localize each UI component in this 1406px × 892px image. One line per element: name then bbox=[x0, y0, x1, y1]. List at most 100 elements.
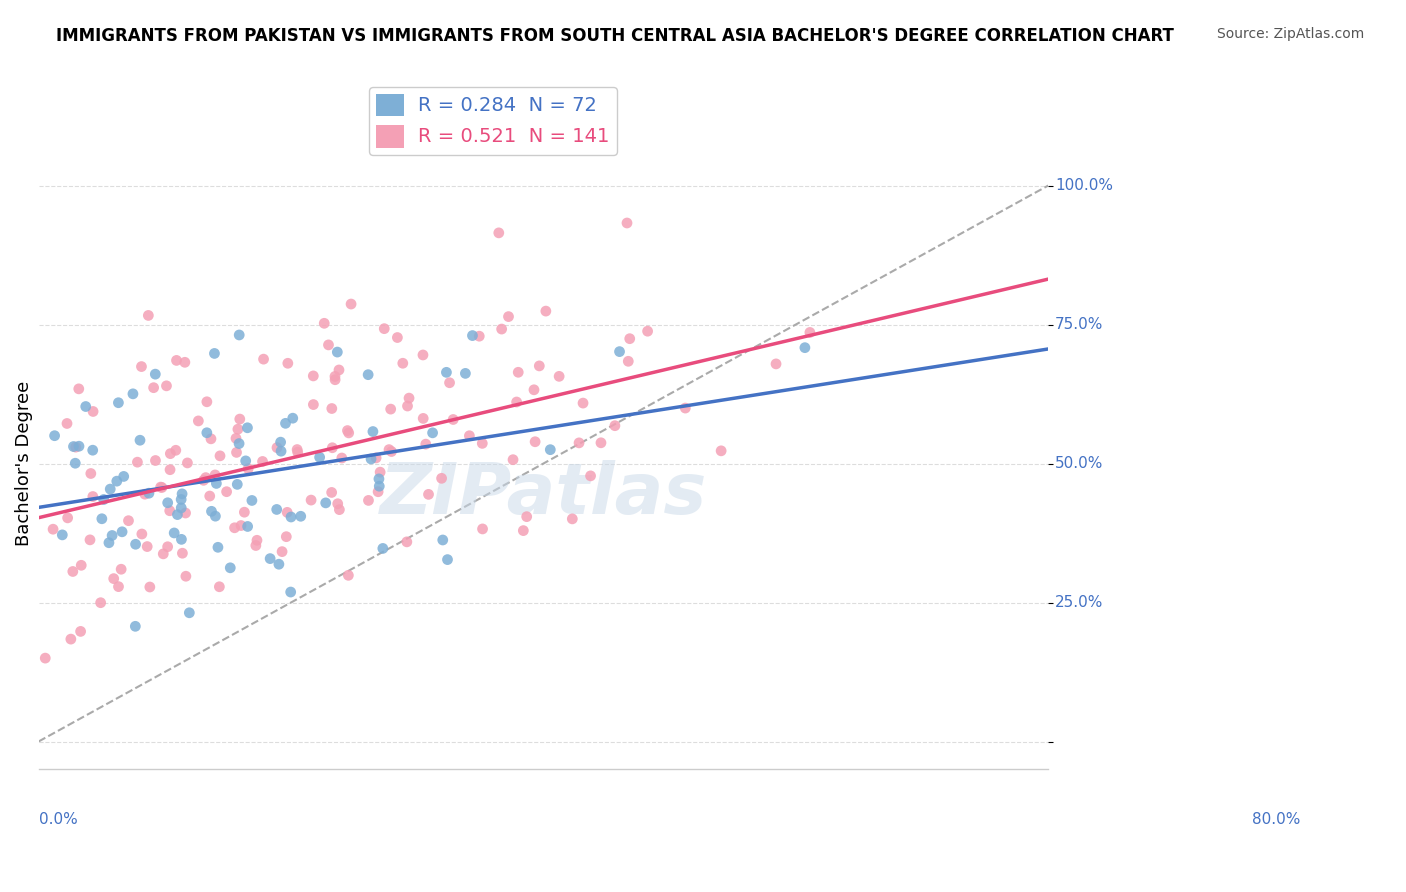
Point bbox=[166, 508, 188, 522]
Point bbox=[619, 332, 641, 346]
Point bbox=[502, 452, 524, 467]
Point bbox=[56, 417, 79, 431]
Point bbox=[418, 487, 440, 501]
Point bbox=[124, 537, 146, 551]
Point bbox=[512, 524, 534, 538]
Point bbox=[228, 328, 250, 343]
Point bbox=[156, 496, 179, 510]
Point bbox=[159, 463, 181, 477]
Point bbox=[90, 512, 112, 526]
Point bbox=[321, 401, 343, 416]
Point bbox=[793, 341, 815, 355]
Point bbox=[159, 447, 181, 461]
Point bbox=[276, 505, 298, 519]
Point bbox=[82, 404, 104, 418]
Point bbox=[799, 326, 821, 340]
Point bbox=[215, 484, 238, 499]
Point bbox=[436, 365, 458, 379]
Point bbox=[228, 436, 250, 450]
Point bbox=[122, 387, 145, 401]
Point bbox=[323, 369, 346, 384]
Point bbox=[380, 444, 402, 458]
Point bbox=[194, 470, 217, 484]
Point bbox=[131, 359, 153, 374]
Point bbox=[524, 434, 547, 449]
Point bbox=[70, 558, 93, 573]
Point bbox=[129, 434, 152, 448]
Point bbox=[62, 440, 84, 454]
Point bbox=[609, 344, 631, 359]
Point bbox=[82, 443, 104, 458]
Point bbox=[276, 530, 298, 544]
Point bbox=[236, 421, 259, 435]
Point bbox=[290, 509, 312, 524]
Point bbox=[572, 396, 595, 410]
Point bbox=[328, 363, 350, 377]
Point bbox=[603, 418, 626, 433]
Point bbox=[266, 502, 288, 516]
Point bbox=[69, 624, 91, 639]
Point bbox=[90, 596, 112, 610]
Point bbox=[271, 544, 294, 558]
Point bbox=[226, 477, 249, 491]
Point bbox=[103, 572, 125, 586]
Point bbox=[252, 352, 274, 367]
Y-axis label: Bachelor's Degree: Bachelor's Degree bbox=[15, 381, 32, 546]
Point bbox=[441, 412, 464, 426]
Point bbox=[200, 504, 222, 518]
Point bbox=[280, 585, 302, 599]
Point bbox=[432, 533, 454, 547]
Point bbox=[367, 484, 389, 499]
Point bbox=[368, 465, 391, 479]
Point bbox=[336, 424, 359, 438]
Point bbox=[617, 354, 640, 368]
Point bbox=[328, 502, 350, 516]
Point bbox=[200, 432, 222, 446]
Point bbox=[412, 411, 434, 425]
Point bbox=[498, 310, 520, 324]
Point bbox=[139, 580, 162, 594]
Point bbox=[82, 490, 104, 504]
Point bbox=[270, 444, 292, 458]
Point bbox=[179, 606, 201, 620]
Point bbox=[195, 425, 218, 440]
Point bbox=[170, 500, 193, 515]
Point bbox=[117, 514, 139, 528]
Point bbox=[488, 226, 510, 240]
Point bbox=[529, 359, 551, 373]
Point bbox=[508, 365, 530, 379]
Point bbox=[176, 456, 198, 470]
Point bbox=[302, 398, 325, 412]
Point bbox=[321, 485, 343, 500]
Point bbox=[330, 450, 353, 465]
Point bbox=[187, 414, 209, 428]
Point bbox=[378, 442, 401, 457]
Point bbox=[136, 540, 159, 554]
Point bbox=[765, 357, 787, 371]
Point bbox=[138, 486, 160, 500]
Point bbox=[98, 482, 121, 496]
Point bbox=[302, 368, 325, 383]
Point bbox=[107, 395, 129, 409]
Point bbox=[156, 540, 179, 554]
Point bbox=[371, 541, 394, 556]
Point bbox=[159, 504, 181, 518]
Point bbox=[259, 551, 281, 566]
Point bbox=[357, 493, 380, 508]
Point bbox=[380, 402, 402, 417]
Point bbox=[285, 442, 308, 457]
Point bbox=[395, 534, 418, 549]
Point bbox=[145, 453, 167, 467]
Point bbox=[240, 493, 263, 508]
Point bbox=[79, 533, 101, 547]
Point bbox=[266, 441, 288, 455]
Point bbox=[138, 309, 160, 323]
Point bbox=[277, 356, 299, 370]
Point bbox=[710, 443, 733, 458]
Point bbox=[505, 395, 527, 409]
Point bbox=[538, 442, 561, 457]
Point bbox=[67, 382, 90, 396]
Text: 50.0%: 50.0% bbox=[1056, 456, 1104, 471]
Text: 100.0%: 100.0% bbox=[1056, 178, 1114, 193]
Text: ZIPatlas: ZIPatlas bbox=[380, 459, 707, 529]
